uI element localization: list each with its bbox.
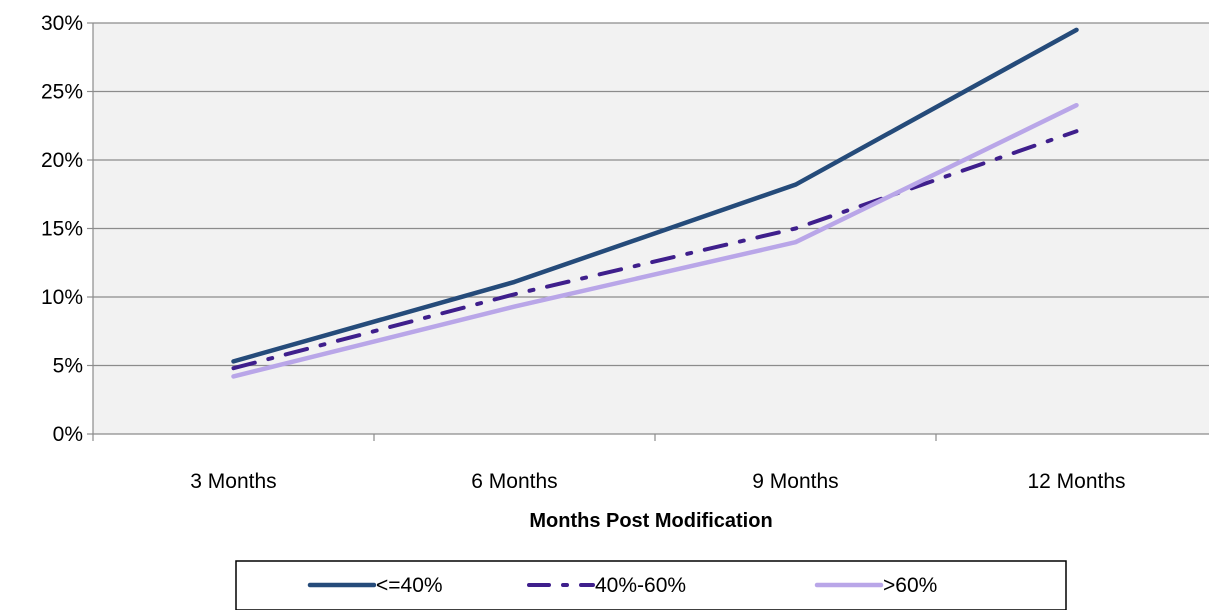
y-axis-tick-labels: 0% 5% 10% 15% 20% 25% 30% xyxy=(41,12,83,446)
x-tick-label: 3 Months xyxy=(190,470,276,493)
series-lines xyxy=(231,27,1079,379)
x-axis-title: Months Post Modification xyxy=(529,510,772,532)
x-tick-label: 12 Months xyxy=(1027,470,1125,493)
y-tick-label: 25% xyxy=(41,81,83,104)
y-tick-label: 15% xyxy=(41,218,83,241)
x-tick-label: 6 Months xyxy=(471,470,557,493)
series-line-1 xyxy=(231,27,1079,364)
legend-label-2: 40%-60% xyxy=(595,574,686,597)
series-line-2 xyxy=(231,129,1079,371)
y-tick-label: 0% xyxy=(53,423,83,446)
axes xyxy=(87,22,937,441)
y-tick-label: 30% xyxy=(41,12,83,35)
x-axis-tick-labels: 3 Months 6 Months 9 Months 12 Months xyxy=(190,470,1125,493)
legend-items: <=40% 40%-60% >60% xyxy=(307,574,937,597)
y-tick-label: 10% xyxy=(41,286,83,309)
legend-label-3: >60% xyxy=(883,574,937,597)
legend: <=40% 40%-60% >60% xyxy=(235,560,1067,610)
x-tick-label: 9 Months xyxy=(752,470,838,493)
series-line-3 xyxy=(231,102,1079,379)
legend-label-1: <=40% xyxy=(376,574,443,597)
y-tick-label: 20% xyxy=(41,149,83,172)
y-tick-label: 5% xyxy=(53,355,83,378)
